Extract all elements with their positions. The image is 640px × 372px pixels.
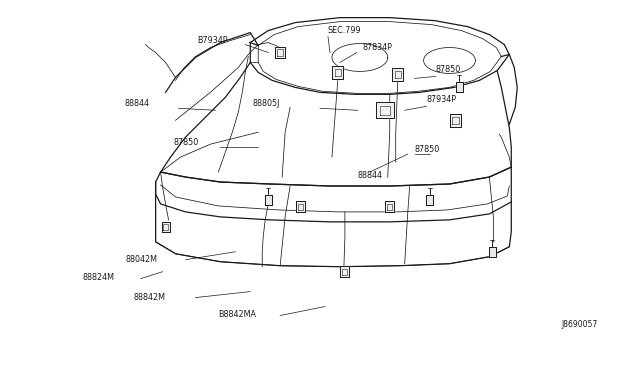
Text: 88042M: 88042M	[125, 255, 157, 264]
Polygon shape	[450, 114, 461, 127]
Text: 88842M: 88842M	[134, 292, 166, 302]
Polygon shape	[392, 68, 403, 81]
Polygon shape	[385, 202, 394, 212]
Text: 87834P: 87834P	[363, 42, 393, 51]
Text: B7934P: B7934P	[198, 36, 228, 45]
Text: 87850: 87850	[436, 65, 461, 74]
Polygon shape	[376, 102, 394, 118]
Polygon shape	[161, 222, 170, 232]
Polygon shape	[456, 82, 463, 92]
Text: 87850: 87850	[415, 145, 440, 154]
Polygon shape	[340, 266, 349, 277]
Text: 88824M: 88824M	[83, 273, 115, 282]
Text: J8690057: J8690057	[561, 320, 597, 330]
Text: SEC.799: SEC.799	[328, 26, 362, 35]
Text: 87934P: 87934P	[427, 95, 456, 104]
Polygon shape	[275, 46, 285, 58]
Text: 88844: 88844	[125, 99, 150, 108]
Polygon shape	[332, 66, 344, 79]
Text: 87850: 87850	[173, 138, 199, 147]
Text: B8842MA: B8842MA	[218, 311, 257, 320]
Text: 88805J: 88805J	[252, 99, 280, 108]
Polygon shape	[296, 202, 305, 212]
Polygon shape	[489, 247, 496, 257]
Text: 88844: 88844	[358, 171, 383, 180]
Polygon shape	[265, 195, 272, 205]
Polygon shape	[426, 195, 433, 205]
